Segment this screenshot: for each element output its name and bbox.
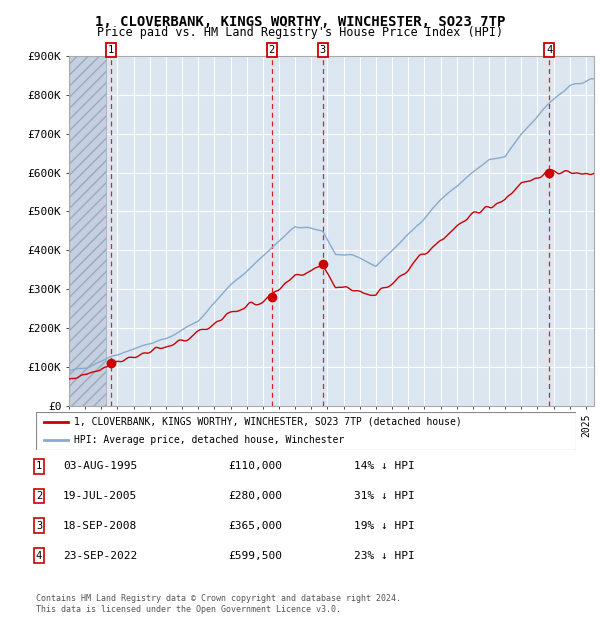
Text: 2: 2: [36, 491, 42, 501]
Text: 1, CLOVERBANK, KINGS WORTHY, WINCHESTER, SO23 7TP: 1, CLOVERBANK, KINGS WORTHY, WINCHESTER,…: [95, 15, 505, 29]
FancyBboxPatch shape: [36, 412, 576, 450]
Text: £280,000: £280,000: [228, 491, 282, 501]
Text: 4: 4: [36, 551, 42, 560]
Text: 3: 3: [36, 521, 42, 531]
Text: 19-JUL-2005: 19-JUL-2005: [63, 491, 137, 501]
Text: Price paid vs. HM Land Registry's House Price Index (HPI): Price paid vs. HM Land Registry's House …: [97, 26, 503, 38]
Text: £110,000: £110,000: [228, 461, 282, 471]
Text: 03-AUG-1995: 03-AUG-1995: [63, 461, 137, 471]
Text: 1: 1: [107, 45, 114, 55]
Text: 2: 2: [268, 45, 275, 55]
Text: 31% ↓ HPI: 31% ↓ HPI: [354, 491, 415, 501]
Text: 14% ↓ HPI: 14% ↓ HPI: [354, 461, 415, 471]
Text: 3: 3: [320, 45, 326, 55]
Text: 23% ↓ HPI: 23% ↓ HPI: [354, 551, 415, 560]
Text: 18-SEP-2008: 18-SEP-2008: [63, 521, 137, 531]
Text: £599,500: £599,500: [228, 551, 282, 560]
Text: 1, CLOVERBANK, KINGS WORTHY, WINCHESTER, SO23 7TP (detached house): 1, CLOVERBANK, KINGS WORTHY, WINCHESTER,…: [74, 417, 461, 427]
Text: £365,000: £365,000: [228, 521, 282, 531]
Text: 4: 4: [546, 45, 553, 55]
Text: 19% ↓ HPI: 19% ↓ HPI: [354, 521, 415, 531]
Text: 23-SEP-2022: 23-SEP-2022: [63, 551, 137, 560]
Text: HPI: Average price, detached house, Winchester: HPI: Average price, detached house, Winc…: [74, 435, 344, 445]
Text: Contains HM Land Registry data © Crown copyright and database right 2024.
This d: Contains HM Land Registry data © Crown c…: [36, 595, 401, 614]
Text: 1: 1: [36, 461, 42, 471]
